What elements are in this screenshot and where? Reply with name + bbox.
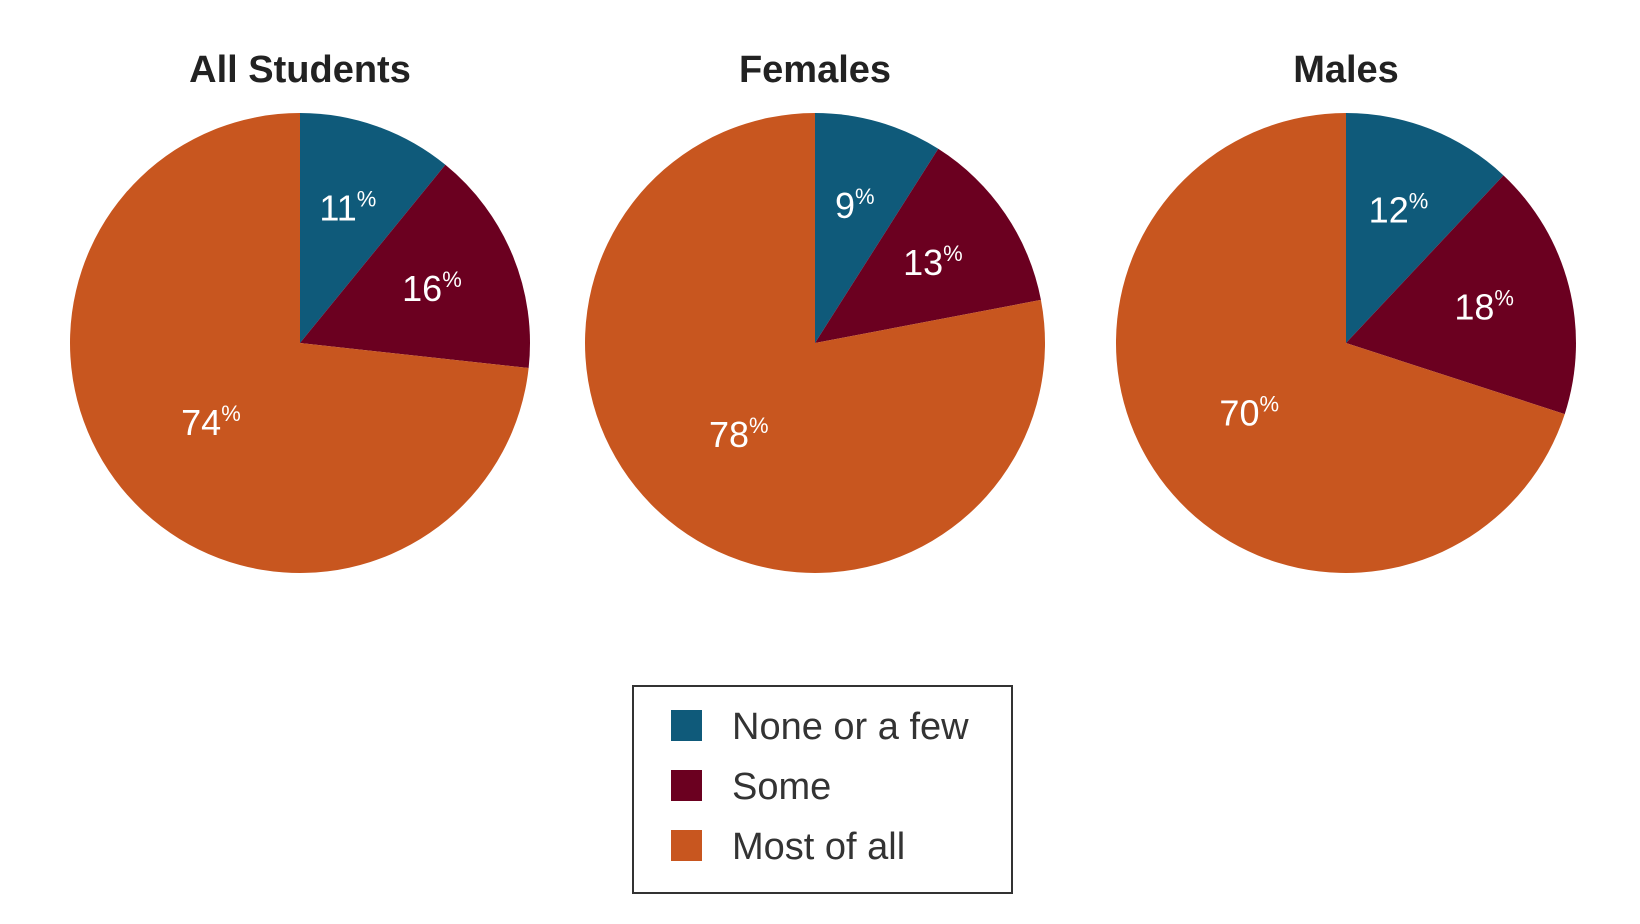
pie-slice-none-or-a-few [815,112,939,343]
legend-swatch-most-of-all [671,830,702,861]
slice-value-label: 13% [903,241,963,283]
pie-slice-some [300,164,531,368]
slice-value: 13 [903,242,943,283]
pie-title: All Students [189,49,411,91]
percent-sign: % [1409,188,1429,213]
legend-label-most-of-all: Most of all [732,826,905,868]
legend-label-some: Some [732,766,831,808]
slice-value-label: 12% [1369,188,1429,230]
legend-label-none-or-a-few: None or a few [732,706,969,748]
pie-slice-none-or-a-few [1346,112,1504,343]
slice-value-label: 16% [402,267,462,309]
percent-sign: % [855,184,875,209]
percent-sign: % [357,187,377,212]
slice-value: 18 [1454,287,1494,328]
slice-value-label: 78% [709,413,769,455]
slice-value-label: 18% [1454,286,1514,328]
percent-sign: % [1259,391,1279,416]
pie-slice-some [815,148,1041,343]
slice-value: 9 [835,185,855,226]
slice-value: 78 [709,414,749,455]
slice-value: 74 [181,402,221,443]
slice-value-label: 9% [835,184,875,226]
pie-slice-some [1346,175,1576,415]
percent-sign: % [221,401,241,426]
pie-slice-most-of-all [70,113,529,573]
percent-sign: % [442,267,462,292]
slice-value: 16 [402,268,442,309]
pie-slice-most-of-all [1115,113,1565,573]
legend: None or a few Some Most of all [632,685,1013,894]
percent-sign: % [943,241,963,266]
pie-title: Males [1293,49,1399,91]
percent-sign: % [749,413,769,438]
legend-swatch-none-or-a-few [671,710,702,741]
slice-value-label: 70% [1219,391,1279,433]
percent-sign: % [1494,286,1514,311]
pie-slice-none-or-a-few [300,113,446,343]
pie-title: Females [739,49,891,91]
slice-value-label: 11% [319,187,376,229]
slice-value: 12 [1369,189,1409,230]
legend-swatch-some [671,770,702,801]
slice-value-label: 74% [181,401,241,443]
slice-value: 70 [1219,392,1259,433]
slice-value: 11 [319,188,356,229]
pies-group: All Students11%16%74%Females9%13%78%Male… [70,49,1576,574]
pie-slice-most-of-all [585,113,1046,574]
